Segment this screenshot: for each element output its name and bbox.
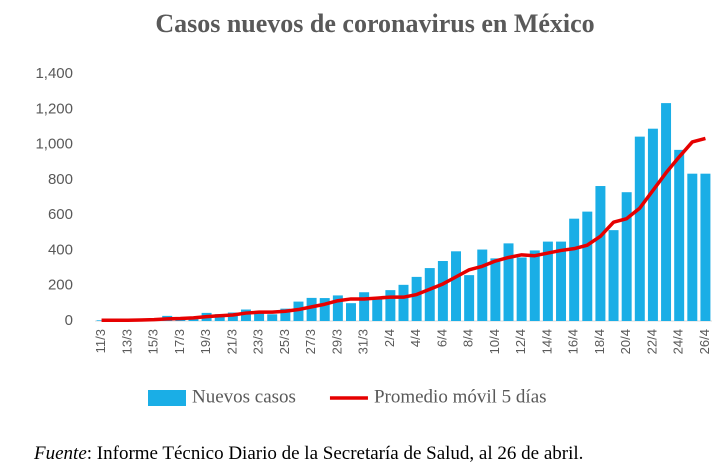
x-tick-label: 19/3 xyxy=(198,329,213,354)
x-tick-label: 12/4 xyxy=(513,329,528,354)
bar xyxy=(608,230,619,321)
bar xyxy=(634,136,645,321)
x-tick-label: 13/3 xyxy=(119,329,134,354)
x-tick-label: 4/4 xyxy=(408,329,423,347)
bar xyxy=(254,312,265,321)
bar xyxy=(582,211,593,321)
bar xyxy=(240,309,251,321)
y-tick-label: 600 xyxy=(48,206,73,223)
x-tick-label: 25/3 xyxy=(277,329,292,354)
bar xyxy=(569,218,580,321)
bar xyxy=(280,308,291,321)
x-tick-label: 6/4 xyxy=(434,329,449,347)
x-tick-label: 15/3 xyxy=(146,329,161,354)
x-tick-label: 18/4 xyxy=(592,329,607,354)
legend-label: Promedio móvil 5 días xyxy=(374,386,547,407)
legend-swatch xyxy=(148,390,186,406)
bar xyxy=(661,103,672,321)
x-tick-label: 10/4 xyxy=(487,329,502,354)
bar xyxy=(319,298,330,321)
bar xyxy=(332,295,343,321)
x-tick-label: 17/3 xyxy=(172,329,187,354)
bar xyxy=(451,251,461,321)
bar xyxy=(346,303,356,321)
bar xyxy=(267,314,278,321)
bar xyxy=(542,241,553,321)
y-tick-label: 1,400 xyxy=(35,65,73,82)
x-tick-label: 31/3 xyxy=(356,329,371,354)
x-tick-label: 21/3 xyxy=(224,329,239,354)
x-tick-label: 23/3 xyxy=(251,329,266,354)
bar xyxy=(700,173,711,321)
y-tick-label: 200 xyxy=(48,277,73,294)
bar xyxy=(398,284,409,321)
bar xyxy=(621,192,632,321)
x-tick-label: 16/4 xyxy=(566,329,581,354)
x-tick-label: 2/4 xyxy=(382,329,397,347)
source-label: Fuente xyxy=(33,443,87,464)
bar xyxy=(306,297,317,321)
bar xyxy=(372,298,383,321)
bar xyxy=(503,243,514,321)
bar xyxy=(647,128,658,321)
y-tick-label: 800 xyxy=(48,171,73,188)
x-tick-label: 24/4 xyxy=(671,329,686,354)
chart-title: Casos nuevos de coronavirus en México xyxy=(155,9,594,38)
x-tick-label: 22/4 xyxy=(644,329,659,354)
bar xyxy=(516,257,527,321)
y-tick-label: 400 xyxy=(48,241,73,258)
x-tick-label: 27/3 xyxy=(303,329,318,354)
bar xyxy=(556,241,567,321)
bar xyxy=(227,312,238,321)
bar xyxy=(529,250,540,321)
line xyxy=(101,136,706,323)
source-text: : Informe Técnico Diario de la Secretarí… xyxy=(87,443,584,464)
bar xyxy=(411,276,422,321)
legend-label: Nuevos casos xyxy=(192,386,296,407)
bar xyxy=(490,258,501,321)
bar xyxy=(359,292,370,321)
source-line: Fuente: Informe Técnico Diario de la Sec… xyxy=(33,443,583,464)
bar xyxy=(424,268,435,321)
bar xyxy=(385,290,396,321)
bar xyxy=(437,261,448,321)
bar xyxy=(464,275,475,321)
y-tick-label: 1,000 xyxy=(35,136,73,153)
bar xyxy=(214,314,225,321)
x-tick-label: 26/4 xyxy=(697,329,712,354)
x-tick-label: 29/3 xyxy=(329,329,344,354)
x-tick-label: 14/4 xyxy=(539,329,554,354)
y-tick-label: 1,200 xyxy=(35,100,73,117)
bar xyxy=(687,173,698,321)
bar xyxy=(674,149,685,321)
bar xyxy=(595,186,606,321)
bar xyxy=(477,249,488,321)
x-tick-label: 20/4 xyxy=(618,329,633,354)
x-tick-label: 8/4 xyxy=(461,329,476,347)
x-tick-label: 11/3 xyxy=(93,329,108,353)
y-tick-label: 0 xyxy=(65,312,73,329)
